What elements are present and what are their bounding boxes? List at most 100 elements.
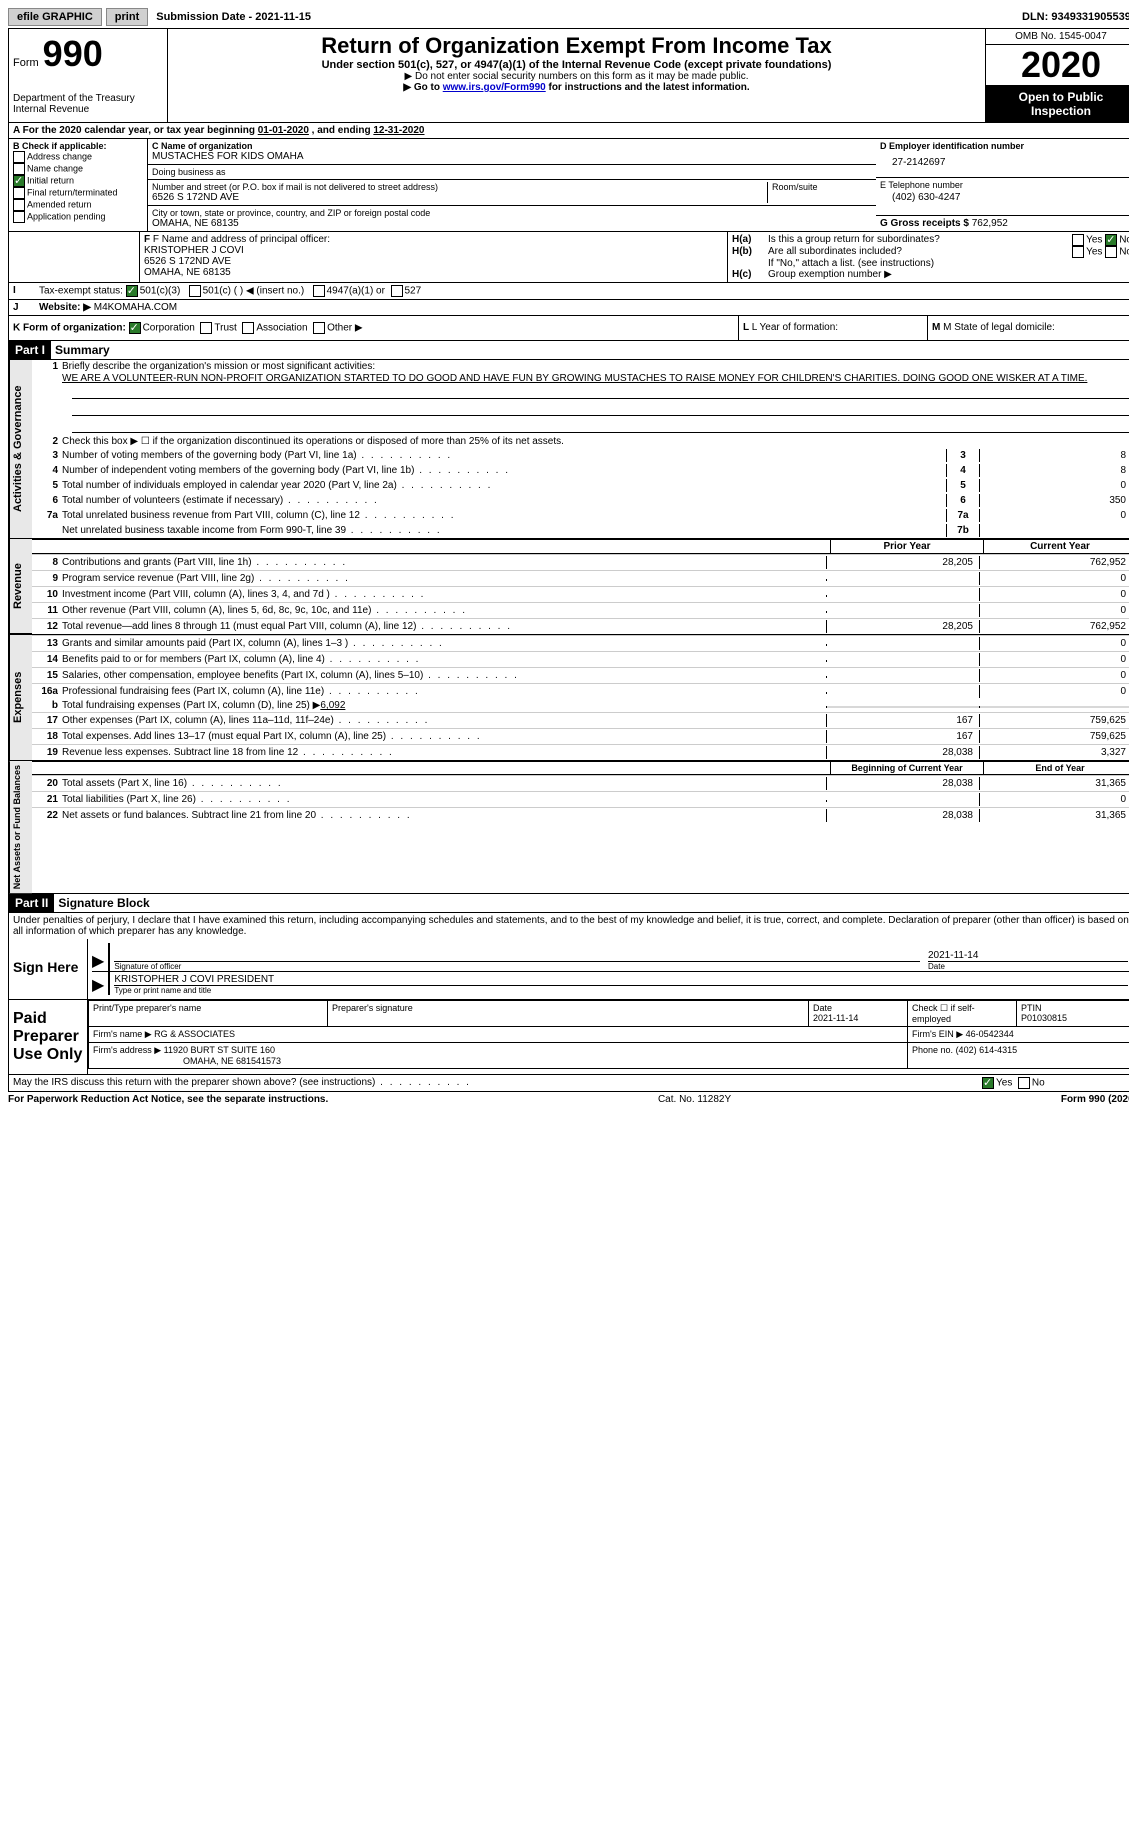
ptin: P01030815 xyxy=(1021,1013,1067,1023)
efile-button[interactable]: efile GRAPHIC xyxy=(8,8,102,26)
arrow-icon: ▶ xyxy=(92,951,104,971)
omb-number: OMB No. 1545-0047 xyxy=(986,29,1129,45)
header-center: Return of Organization Exempt From Incom… xyxy=(168,29,985,122)
officer-city: OMAHA, NE 68135 xyxy=(144,267,723,278)
officer-name: KRISTOPHER J COVI xyxy=(144,245,723,256)
gov-tab: Activities & Governance xyxy=(9,360,32,538)
discuss-yes[interactable] xyxy=(982,1077,994,1089)
table-row: 18Total expenses. Add lines 13–17 (must … xyxy=(32,728,1129,744)
ein: 27-2142697 xyxy=(880,151,1129,174)
form-number: 990 xyxy=(43,33,103,75)
sign-block: Sign Here ▶ Signature of officer 2021-11… xyxy=(8,939,1129,1000)
table-row: 12Total revenue—add lines 8 through 11 (… xyxy=(32,618,1129,634)
firm-name: RG & ASSOCIATES xyxy=(154,1029,235,1039)
corp-check[interactable] xyxy=(129,322,141,334)
phone: (402) 630-4247 xyxy=(880,190,1129,205)
street-address: 6526 S 172ND AVE xyxy=(152,192,767,203)
sign-date: 2021-11-14 xyxy=(928,950,1128,961)
discuss-row: May the IRS discuss this return with the… xyxy=(8,1075,1129,1092)
right-column: D Employer identification number 27-2142… xyxy=(876,139,1129,231)
other-check[interactable] xyxy=(313,322,325,334)
firm-ein: 46-0542344 xyxy=(966,1029,1014,1039)
discuss-no[interactable] xyxy=(1018,1077,1030,1089)
pending-check[interactable] xyxy=(13,211,25,223)
amended-check[interactable] xyxy=(13,199,25,211)
irs-link[interactable]: www.irs.gov/Form990 xyxy=(443,82,546,93)
tax-year: 2020 xyxy=(986,45,1129,86)
table-row: 19Revenue less expenses. Subtract line 1… xyxy=(32,744,1129,760)
footer: For Paperwork Reduction Act Notice, see … xyxy=(8,1092,1129,1107)
hb-no[interactable] xyxy=(1105,246,1117,258)
ha-no[interactable] xyxy=(1105,234,1117,246)
part1-header: Part ISummary xyxy=(8,341,1129,360)
box-b: B Check if applicable: Address change Na… xyxy=(9,139,148,231)
box-h: H(a)Is this a group return for subordina… xyxy=(728,232,1129,282)
ha-yes[interactable] xyxy=(1072,234,1084,246)
org-form-row: K Form of organization: Corporation Trus… xyxy=(8,316,1129,341)
table-row: 13Grants and similar amounts paid (Part … xyxy=(32,635,1129,651)
print-button[interactable]: print xyxy=(106,8,148,26)
table-row: 6Total number of volunteers (estimate if… xyxy=(32,493,1129,508)
rev-tab: Revenue xyxy=(9,539,32,634)
501c-check[interactable] xyxy=(189,285,201,297)
tax-status-row: I Tax-exempt status: 501(c)(3) 501(c) ( … xyxy=(8,283,1129,300)
arrow-icon: ▶ xyxy=(92,975,104,995)
entity-block: B Check if applicable: Address change Na… xyxy=(8,139,1129,232)
4947-check[interactable] xyxy=(313,285,325,297)
header-right: OMB No. 1545-0047 2020 Open to Public In… xyxy=(985,29,1129,122)
assoc-check[interactable] xyxy=(242,322,254,334)
website: M4KOMAHA.COM xyxy=(94,302,177,313)
mission-text: WE ARE A VOLUNTEER-RUN NON-PROFIT ORGANI… xyxy=(32,373,1129,384)
table-row: 8Contributions and grants (Part VIII, li… xyxy=(32,554,1129,570)
table-row: 14Benefits paid to or for members (Part … xyxy=(32,651,1129,667)
top-bar: efile GRAPHIC print Submission Date - 20… xyxy=(8,8,1129,26)
table-row: 16aProfessional fundraising fees (Part I… xyxy=(32,683,1129,699)
paid-label: Paid Preparer Use Only xyxy=(9,1000,88,1074)
note-ssn: ▶ Do not enter social security numbers o… xyxy=(172,71,981,82)
website-row: J Website: ▶ M4KOMAHA.COM xyxy=(8,300,1129,316)
prep-date: 2021-11-14 xyxy=(813,1013,858,1023)
officer-street: 6526 S 172ND AVE xyxy=(144,256,723,267)
dba-label: Doing business as xyxy=(152,167,226,177)
initial-return-check[interactable] xyxy=(13,175,25,187)
addr-change-check[interactable] xyxy=(13,151,25,163)
form-title: Return of Organization Exempt From Incom… xyxy=(172,33,981,59)
box-c: C Name of organization MUSTACHES FOR KID… xyxy=(148,139,876,231)
firm-phone: (402) 614-4315 xyxy=(956,1045,1018,1055)
table-row: 15Salaries, other compensation, employee… xyxy=(32,667,1129,683)
trust-check[interactable] xyxy=(200,322,212,334)
dept-label: Department of the Treasury Internal Reve… xyxy=(13,93,163,115)
officer-row: F F Name and address of principal office… xyxy=(8,232,1129,283)
form-subtitle: Under section 501(c), 527, or 4947(a)(1)… xyxy=(172,59,981,71)
open-inspection: Open to Public Inspection xyxy=(986,86,1129,122)
final-return-check[interactable] xyxy=(13,187,25,199)
part2-header: Part IISignature Block xyxy=(8,894,1129,913)
table-row: 7aTotal unrelated business revenue from … xyxy=(32,508,1129,523)
note-link: ▶ Go to www.irs.gov/Form990 for instruct… xyxy=(172,82,981,93)
table-row: 22Net assets or fund balances. Subtract … xyxy=(32,807,1129,823)
firm-addr: 11920 BURT ST SUITE 160 xyxy=(164,1045,275,1055)
period-row: A For the 2020 calendar year, or tax yea… xyxy=(8,123,1129,139)
table-row: 3Number of voting members of the governi… xyxy=(32,448,1129,463)
table-row: 4Number of independent voting members of… xyxy=(32,463,1129,478)
city-state-zip: OMAHA, NE 68135 xyxy=(152,218,430,229)
end-year-hdr: End of Year xyxy=(983,762,1129,774)
room-label: Room/suite xyxy=(767,182,872,203)
header-left: Form990 Department of the Treasury Inter… xyxy=(9,29,168,122)
501c3-check[interactable] xyxy=(126,285,138,297)
table-row: 10Investment income (Part VIII, column (… xyxy=(32,586,1129,602)
form-header: Form990 Department of the Treasury Inter… xyxy=(8,28,1129,123)
hb-yes[interactable] xyxy=(1072,246,1084,258)
part1-body: Activities & Governance 1Briefly describ… xyxy=(8,360,1129,894)
table-row: 21Total liabilities (Part X, line 26) 0 xyxy=(32,791,1129,807)
table-row: 20Total assets (Part X, line 16) 28,0383… xyxy=(32,775,1129,791)
current-year-hdr: Current Year xyxy=(983,540,1129,553)
na-tab: Net Assets or Fund Balances xyxy=(9,761,32,893)
preparer-table: Print/Type preparer's name Preparer's si… xyxy=(88,1000,1129,1069)
table-row: 9Program service revenue (Part VIII, lin… xyxy=(32,570,1129,586)
table-row: 5Total number of individuals employed in… xyxy=(32,478,1129,493)
begin-year-hdr: Beginning of Current Year xyxy=(830,762,983,774)
table-row: Net unrelated business taxable income fr… xyxy=(32,523,1129,538)
527-check[interactable] xyxy=(391,285,403,297)
org-name: MUSTACHES FOR KIDS OMAHA xyxy=(152,151,872,162)
